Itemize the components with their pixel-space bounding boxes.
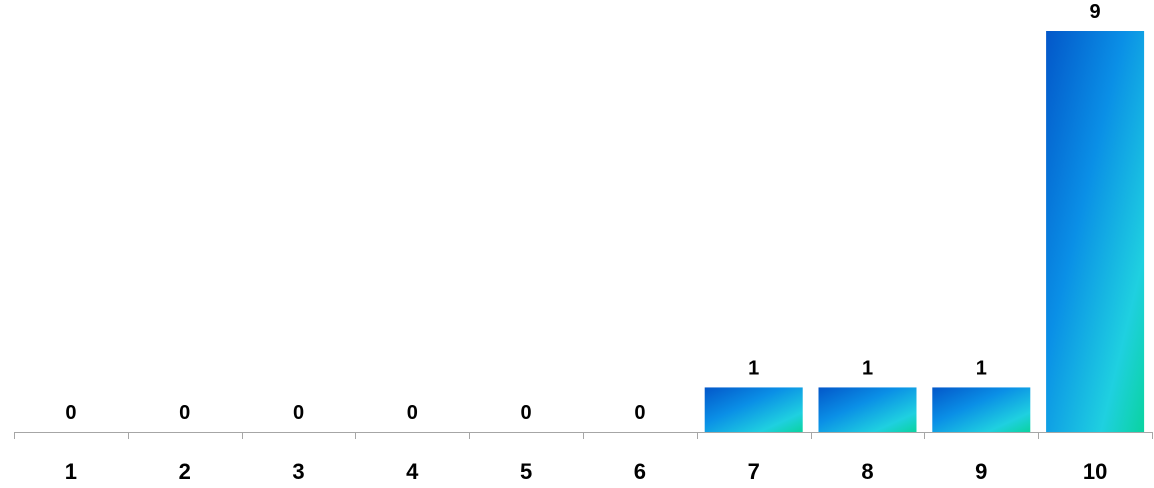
x-tick-label: 4 bbox=[406, 459, 419, 484]
x-tick-label: 5 bbox=[520, 459, 532, 484]
bar-7 bbox=[704, 387, 803, 432]
value-label: 1 bbox=[862, 357, 873, 379]
bar-9 bbox=[932, 387, 1031, 432]
value-label: 0 bbox=[293, 402, 304, 424]
x-tick-label: 2 bbox=[179, 459, 191, 484]
value-label: 0 bbox=[634, 402, 645, 424]
x-tick-label: 9 bbox=[975, 459, 987, 484]
value-label: 0 bbox=[65, 402, 76, 424]
bars-layer bbox=[704, 31, 1145, 432]
bar-8 bbox=[818, 387, 917, 432]
bar-10 bbox=[1046, 31, 1145, 432]
x-tick-label: 7 bbox=[748, 459, 760, 484]
x-tick-label: 8 bbox=[861, 459, 873, 484]
x-tick-label: 1 bbox=[65, 459, 77, 484]
x-tick-label: 6 bbox=[634, 459, 646, 484]
x-tick-label: 3 bbox=[292, 459, 304, 484]
value-label: 1 bbox=[976, 357, 987, 379]
value-label: 9 bbox=[1090, 1, 1101, 23]
value-label: 0 bbox=[179, 402, 190, 424]
value-label: 0 bbox=[521, 402, 532, 424]
value-label: 1 bbox=[748, 357, 759, 379]
value-label: 0 bbox=[407, 402, 418, 424]
x-tick-label: 10 bbox=[1083, 459, 1107, 484]
x-axis bbox=[14, 432, 1153, 439]
